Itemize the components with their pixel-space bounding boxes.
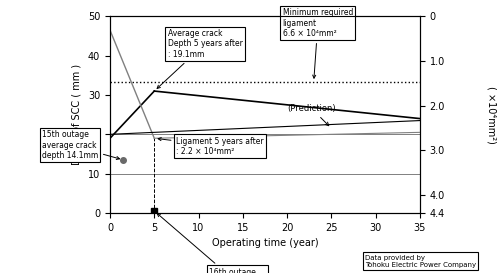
X-axis label: Operating time (year): Operating time (year) [212,238,318,248]
Y-axis label: Ligament
( ×10⁴mm²): Ligament ( ×10⁴mm²) [487,86,500,144]
Text: Ligament 5 years after
: 2.2 × 10⁴mm²: Ligament 5 years after : 2.2 × 10⁴mm² [158,136,264,156]
Text: Average crack
Depth 5 years after
: 19.1mm: Average crack Depth 5 years after : 19.1… [157,29,242,88]
Text: Minimum required
ligament
6.6 × 10⁴mm²: Minimum required ligament 6.6 × 10⁴mm² [282,8,353,78]
Text: 16th outage
average crack
depth 14.7mm: 16th outage average crack depth 14.7mm [157,213,266,273]
Text: (Prediction): (Prediction) [287,104,336,126]
Text: Data provided by
Tohoku Electric Power Company: Data provided by Tohoku Electric Power C… [365,254,476,268]
Y-axis label: Depth of SCC ( mm ): Depth of SCC ( mm ) [72,64,83,165]
Text: 15th outage
average crack
depth 14.1mm: 15th outage average crack depth 14.1mm [42,130,119,160]
